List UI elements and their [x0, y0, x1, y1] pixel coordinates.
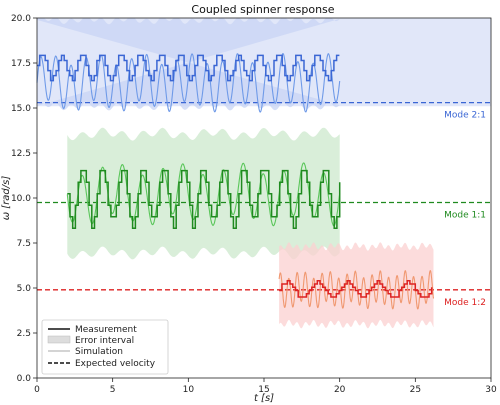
simulation-line-mode-1-2: [278, 270, 435, 310]
x-tick-label-0: 0: [34, 385, 40, 395]
simulation-lines: [36, 53, 435, 310]
x-tick-label-4: 20: [334, 385, 346, 395]
legend-simulation: Simulation: [75, 347, 123, 357]
x-tick-label-1: 5: [110, 385, 116, 395]
y-tick-label-5: 12.5: [11, 149, 31, 159]
measurement-line-mode-1-1: [67, 169, 341, 229]
x-axis: 0 5 10 15 20 25 30: [34, 378, 497, 395]
measurement-line-mode-2-1: [37, 54, 340, 82]
y-axis: 0.0 2.5 5.0 7.5 10.0 12.5 15.0 17.5 20.0: [11, 14, 37, 384]
x-tick-label-6: 30: [485, 385, 497, 395]
legend-error-interval: Error interval: [75, 336, 134, 346]
y-tick-label-0: 0.0: [17, 374, 32, 384]
y-tick-label-4: 10.0: [11, 194, 31, 204]
y-axis-label: ω [rad/s]: [1, 176, 12, 221]
mode-label-mode-1-1: Mode 1:1: [444, 211, 486, 221]
y-tick-label-2: 5.0: [17, 284, 32, 294]
measurement-line-mode-1-2: [279, 280, 433, 298]
y-tick-label-8: 20.0: [11, 14, 31, 24]
measurement-lines: [37, 54, 433, 298]
mode-label-mode-1-2: Mode 1:2: [444, 298, 486, 308]
mode-labels: Mode 2:1 Mode 1:1 Mode 1:2: [444, 111, 486, 308]
y-tick-label-7: 17.5: [11, 59, 31, 69]
x-tick-label-5: 25: [410, 385, 421, 395]
error-band-mode-1-2: [279, 242, 434, 329]
legend-box: [41, 319, 169, 375]
y-tick-label-1: 2.5: [17, 329, 31, 339]
legend: Measurement Error interval Simulation Ex…: [41, 319, 169, 375]
simulation-line-mode-1-1: [66, 162, 341, 227]
x-axis-label: t [s]: [254, 393, 274, 404]
legend-measurement: Measurement: [75, 325, 137, 335]
y-tick-label-6: 15.0: [11, 104, 31, 114]
simulation-line-mode-2-1: [36, 53, 341, 113]
chart-title: Coupled spinner response: [191, 3, 334, 16]
legend-expected-velocity: Expected velocity: [75, 359, 156, 369]
x-tick-label-2: 10: [183, 385, 195, 395]
y-tick-label-3: 7.5: [17, 239, 31, 249]
x-tick-label-3: 15: [258, 385, 269, 395]
legend-error-swatch: [47, 335, 71, 344]
mode-label-mode-2-1: Mode 2:1: [444, 111, 486, 121]
